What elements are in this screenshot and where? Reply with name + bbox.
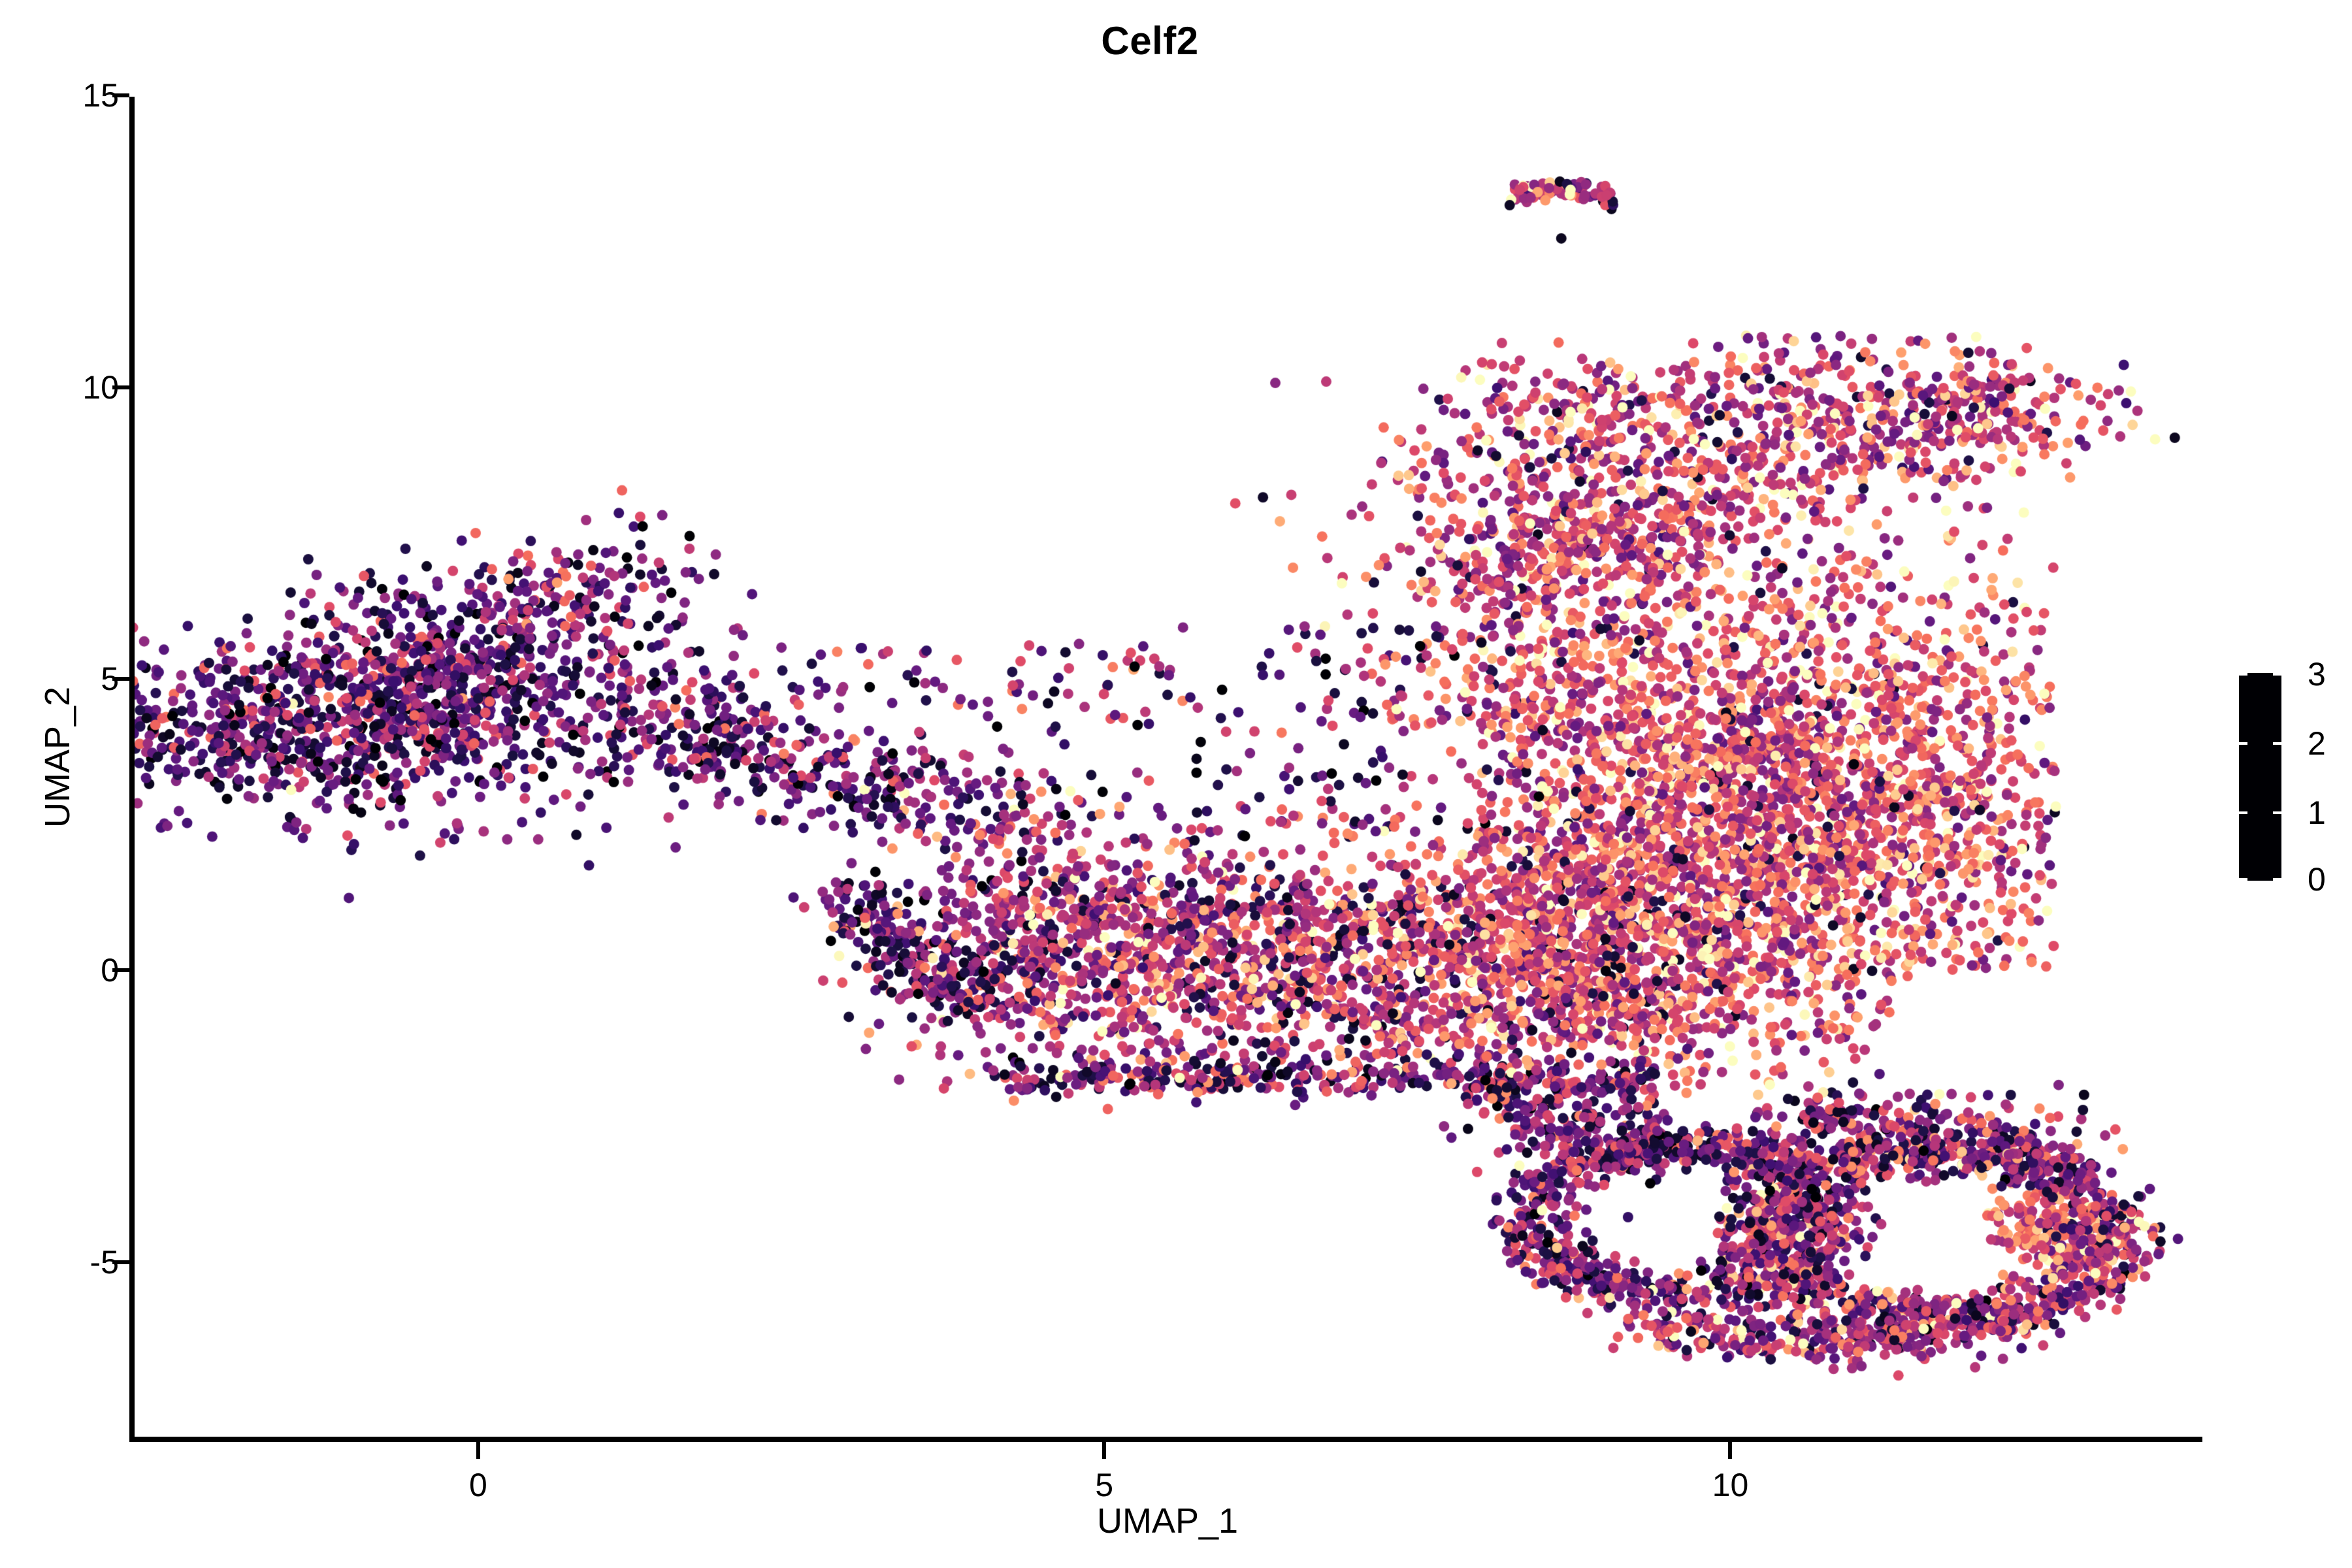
colorbar-tick-label: 3 [2308,656,2326,693]
y-tick-label: 10 [82,368,119,406]
y-axis-line [129,97,135,1442]
x-tick-mark [1102,1442,1107,1459]
x-axis-line [133,1437,2202,1442]
y-tick-label: -5 [90,1243,119,1281]
y-tick-label: 5 [101,660,119,697]
colorbar-tick-label: 1 [2308,794,2326,831]
y-tick-mark [112,968,129,973]
y-tick-mark [112,93,129,98]
x-tick-mark [1728,1442,1733,1459]
plot-panel [133,97,2202,1439]
x-tick-label: 10 [1712,1467,1749,1503]
x-tick-mark [476,1442,480,1459]
y-tick-mark [112,1260,129,1264]
y-tick-mark [112,676,129,681]
y-tick-label: 15 [82,77,119,114]
x-tick-label: 5 [1095,1467,1114,1503]
y-tick-mark [112,385,129,389]
y-axis-title: UMAP_2 [38,686,77,828]
colorbar-tick-label: 0 [2308,861,2326,898]
colorbar-gradient [2239,673,2281,881]
colorbar-tick-label: 2 [2308,725,2326,762]
x-axis-title: UMAP_1 [1096,1501,1239,1541]
y-tick-label: 0 [101,952,119,989]
scatter-points-canvas [133,97,2202,1439]
colorbar-legend: 0 1 2 3 [2239,658,2344,896]
x-tick-label: 0 [469,1467,487,1503]
page-title: Celf2 [1101,19,1199,63]
